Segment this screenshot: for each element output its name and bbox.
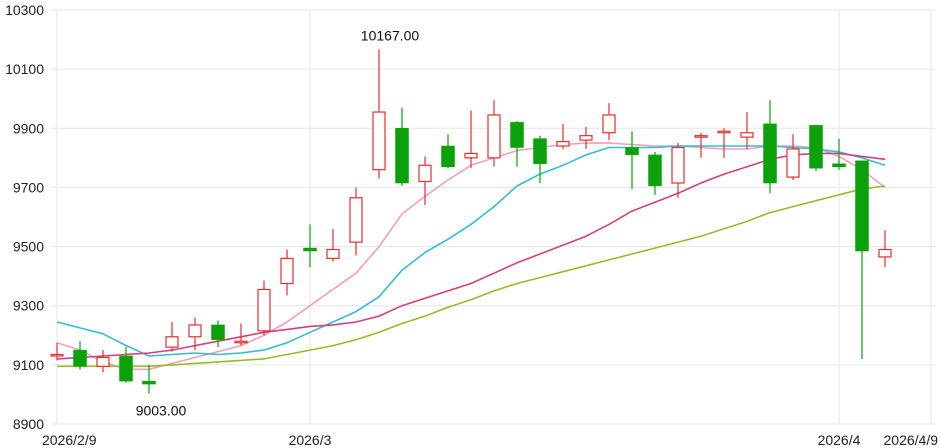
candle — [142, 364, 156, 394]
candle — [234, 323, 248, 346]
candle-body — [579, 135, 593, 141]
annotation-label: 10167.00 — [361, 27, 420, 43]
candle — [556, 123, 570, 149]
candle-body — [671, 146, 685, 184]
candle-body — [211, 324, 225, 340]
candle-body — [487, 114, 501, 159]
candle-body — [441, 145, 455, 167]
candle — [671, 143, 685, 198]
candle-body — [234, 340, 248, 344]
candle — [763, 100, 777, 194]
candle-body — [257, 288, 271, 332]
candle — [717, 128, 731, 158]
candle — [832, 138, 846, 170]
candle-body — [602, 114, 616, 134]
candle-body — [878, 248, 892, 258]
candle — [878, 230, 892, 268]
candle-body — [855, 160, 869, 252]
candles — [50, 49, 892, 394]
candle — [303, 224, 317, 268]
candle-body — [809, 125, 823, 169]
candle — [487, 100, 501, 167]
candle — [855, 160, 869, 359]
candle — [740, 112, 754, 149]
candle-body — [694, 135, 708, 138]
candle-body — [165, 336, 179, 348]
candle — [165, 321, 179, 352]
y-axis: 8900 9100 9300 9500 9700 9900 10100 10300 — [5, 2, 44, 432]
candle — [211, 320, 225, 348]
y-tick-label: 10300 — [5, 2, 44, 18]
y-tick-label: 8900 — [13, 416, 44, 432]
candle — [50, 342, 64, 361]
annotation-label: 9003.00 — [136, 403, 187, 419]
candle-body — [142, 380, 156, 385]
moving-average-lines — [56, 142, 886, 371]
candle — [579, 126, 593, 149]
x-tick-label: 2026/3 — [289, 432, 332, 448]
candle — [648, 151, 662, 195]
candle — [786, 134, 800, 181]
candle-body — [832, 163, 846, 167]
candle-body — [510, 122, 524, 148]
candle-body — [280, 257, 294, 285]
candle-body — [188, 324, 202, 338]
candle — [96, 350, 110, 373]
candle — [280, 249, 294, 296]
candle — [533, 135, 547, 183]
candle — [349, 187, 363, 256]
candle-body — [763, 123, 777, 184]
y-tick-label: 9700 — [13, 179, 44, 195]
candle — [372, 49, 386, 179]
candle — [625, 131, 639, 189]
candle-body — [533, 138, 547, 165]
y-tick-label: 9900 — [13, 120, 44, 136]
candle-body — [625, 147, 639, 156]
candle-body — [303, 247, 317, 252]
candle — [510, 120, 524, 167]
candle-body — [464, 152, 478, 159]
candle — [326, 228, 340, 262]
candle-body — [418, 164, 432, 183]
x-tick-label: 2026/4 — [818, 432, 861, 448]
candle — [602, 103, 616, 141]
candle-body — [395, 128, 409, 184]
candle-body — [717, 130, 731, 134]
candle — [694, 132, 708, 158]
moving-average-line-3 — [56, 152, 886, 360]
candle-body — [648, 154, 662, 187]
y-tick-label: 9500 — [13, 239, 44, 255]
candle — [119, 347, 133, 383]
candle — [809, 125, 823, 172]
candle-body — [326, 248, 340, 259]
grid-lines — [51, 9, 936, 425]
moving-average-line-4 — [57, 185, 886, 368]
candle-body — [73, 349, 87, 367]
moving-average-line-2 — [56, 145, 886, 357]
candle-body — [740, 132, 754, 138]
annotations: 10167.00 9003.00 — [136, 27, 420, 418]
x-tick-label: 2026/4/9 — [884, 432, 939, 448]
candle-body — [786, 148, 800, 178]
candle-body — [556, 140, 570, 147]
candle — [188, 317, 202, 351]
candle — [441, 134, 455, 169]
x-tick-label: 2026/2/9 — [42, 432, 97, 448]
candle — [395, 107, 409, 186]
candle-body — [372, 111, 386, 171]
candle — [73, 341, 87, 370]
x-axis: 2026/2/9 2026/3 2026/4 2026/4/9 — [42, 432, 938, 448]
moving-average-line-1 — [56, 142, 886, 371]
y-tick-label: 9300 — [13, 298, 44, 314]
candle-body — [119, 355, 133, 382]
candle-body — [96, 356, 110, 367]
candle-body — [50, 353, 64, 357]
candle — [464, 110, 478, 169]
y-tick-label: 9100 — [13, 357, 44, 373]
y-tick-label: 10100 — [5, 61, 44, 77]
candle — [257, 280, 271, 336]
candle-body — [349, 197, 363, 243]
candle — [418, 156, 432, 206]
